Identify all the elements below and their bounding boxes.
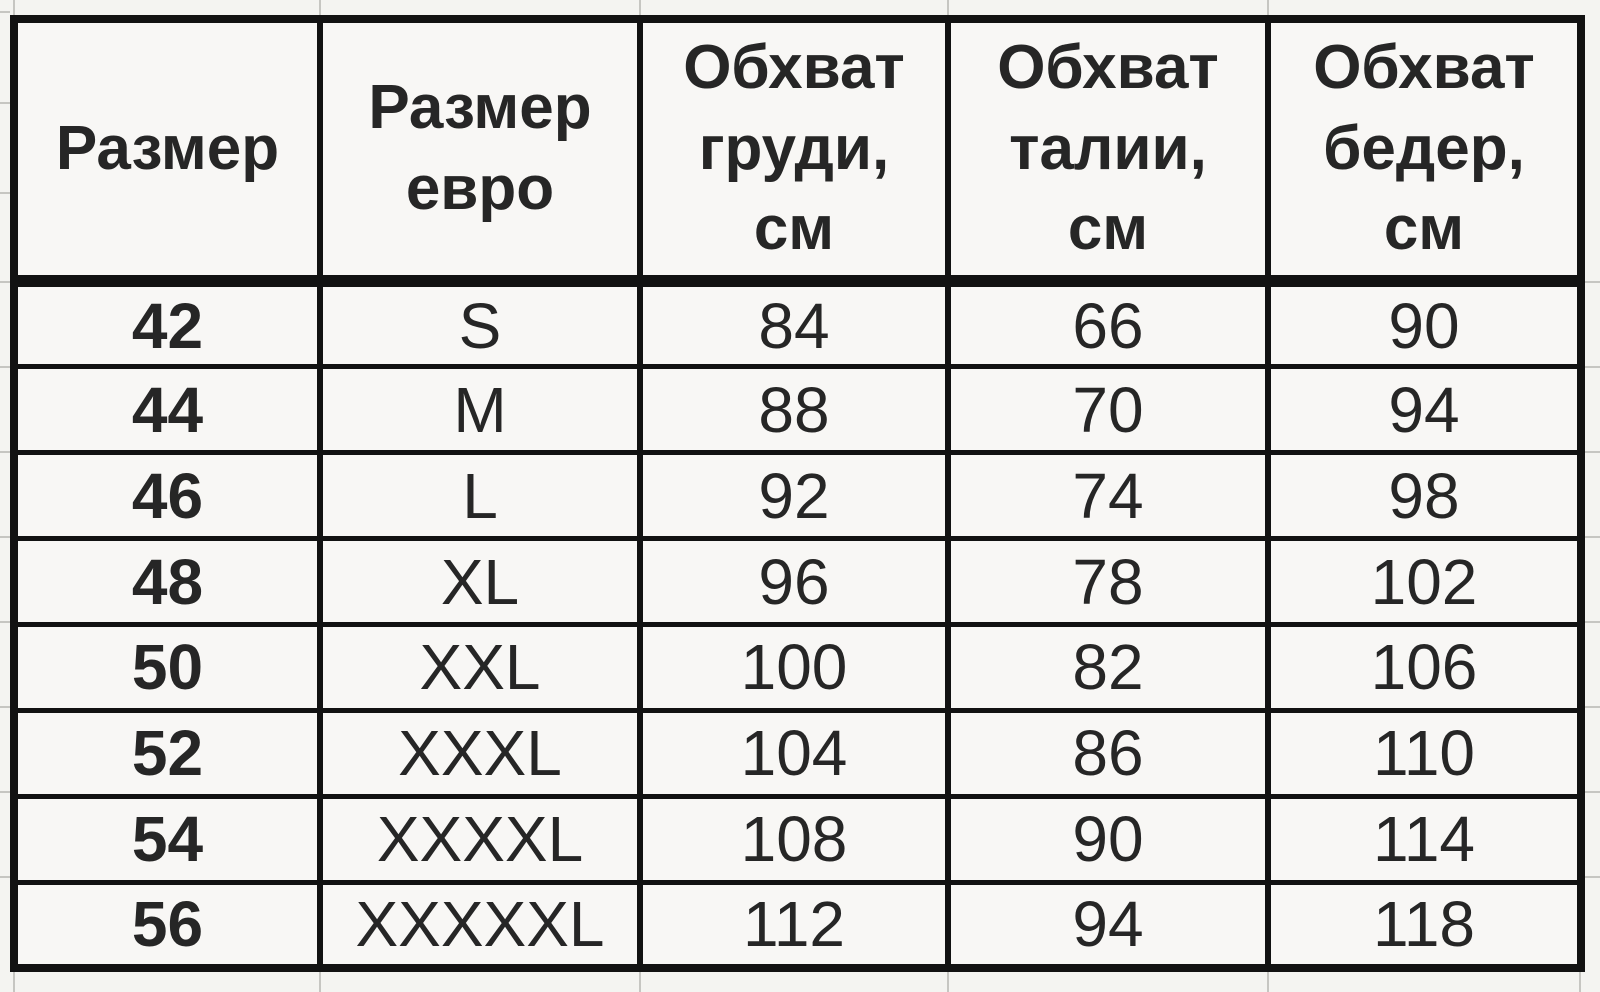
gridline-stub — [1585, 706, 1600, 708]
gridline-stub — [947, 0, 949, 15]
table-row: 48 XL 96 78 102 — [11, 536, 1584, 627]
size-chart-table: Размер Размер евро Обхват груди, см Обхв… — [10, 15, 1585, 972]
cell-waist: 70 — [945, 364, 1271, 456]
cell-hips: 106 — [1265, 622, 1584, 713]
cell-size-euro: XXXXXL — [317, 879, 643, 971]
cell-size: 46 — [11, 450, 323, 542]
cell-size-euro: M — [317, 364, 643, 456]
cell-chest: 108 — [637, 793, 951, 885]
cell-waist: 66 — [945, 278, 1271, 370]
cell-waist: 94 — [945, 879, 1271, 971]
gridline-stub — [13, 972, 15, 992]
cell-chest: 112 — [637, 879, 951, 971]
gridline-stub — [1585, 621, 1600, 623]
cell-size-euro: XL — [317, 536, 643, 627]
gridline-stub — [1585, 451, 1600, 453]
cell-size-euro: XXXL — [317, 707, 643, 799]
column-header-size: Размер — [11, 19, 323, 287]
column-header-waist-cm: Обхват талии, см — [945, 19, 1271, 287]
gridline-stub — [0, 366, 10, 368]
table-row: 56 XXXXXL 112 94 118 — [11, 879, 1584, 971]
cell-hips: 98 — [1265, 450, 1584, 542]
gridline-stub — [319, 972, 321, 992]
cell-size: 42 — [11, 278, 323, 370]
gridline-stub — [639, 0, 641, 15]
cell-chest: 100 — [637, 622, 951, 713]
table-row: 54 XXXXL 108 90 114 — [11, 793, 1584, 885]
gridline-stub — [0, 11, 10, 13]
cell-waist: 82 — [945, 622, 1271, 713]
gridline-stub — [319, 0, 321, 15]
cell-size: 44 — [11, 364, 323, 456]
cell-size: 56 — [11, 879, 323, 971]
cell-chest: 104 — [637, 707, 951, 799]
gridline-stub — [1579, 972, 1581, 992]
cell-size-euro: S — [317, 278, 643, 370]
cell-size: 54 — [11, 793, 323, 885]
table-row: 52 XXXL 104 86 110 — [11, 707, 1584, 799]
cell-hips: 90 — [1265, 278, 1584, 370]
gridline-stub — [0, 876, 10, 878]
gridline-stub — [0, 536, 10, 538]
column-header-hips-cm: Обхват бедер, см — [1265, 19, 1584, 287]
gridline-stub — [1585, 876, 1600, 878]
cell-hips: 110 — [1265, 707, 1584, 799]
cell-hips: 118 — [1265, 879, 1584, 971]
column-header-chest-cm: Обхват груди, см — [637, 19, 951, 287]
column-header-size-euro: Размер евро — [317, 19, 643, 287]
gridline-stub — [1585, 536, 1600, 538]
cell-waist: 78 — [945, 536, 1271, 627]
table-row: 50 XXL 100 82 106 — [11, 622, 1584, 713]
gridline-stub — [0, 621, 10, 623]
cell-chest: 84 — [637, 278, 951, 370]
gridline-stub — [1267, 972, 1269, 992]
gridline-stub — [0, 192, 10, 194]
gridline-stub — [0, 102, 10, 104]
gridline-stub — [1585, 281, 1600, 283]
table-header-row: Размер Размер евро Обхват груди, см Обхв… — [11, 19, 1584, 287]
gridline-stub — [1585, 366, 1600, 368]
cell-hips: 102 — [1265, 536, 1584, 627]
gridline-stub — [1585, 791, 1600, 793]
cell-size-euro: L — [317, 450, 643, 542]
cell-chest: 88 — [637, 364, 951, 456]
cell-waist: 90 — [945, 793, 1271, 885]
gridline-stub — [639, 972, 641, 992]
cell-waist: 86 — [945, 707, 1271, 799]
gridline-stub — [0, 281, 10, 283]
cell-size-euro: XXL — [317, 622, 643, 713]
cell-size: 50 — [11, 622, 323, 713]
table-row: 42 S 84 66 90 — [11, 278, 1584, 370]
gridline-stub — [1267, 0, 1269, 15]
gridline-stub — [13, 0, 15, 15]
cell-chest: 92 — [637, 450, 951, 542]
table-row: 44 M 88 70 94 — [11, 364, 1584, 456]
cell-waist: 74 — [945, 450, 1271, 542]
table-row: 46 L 92 74 98 — [11, 450, 1584, 542]
gridline-stub — [0, 451, 10, 453]
cell-chest: 96 — [637, 536, 951, 627]
cell-hips: 94 — [1265, 364, 1584, 456]
gridline-stub — [0, 791, 10, 793]
gridline-stub — [947, 972, 949, 992]
cell-size: 48 — [11, 536, 323, 627]
cell-size: 52 — [11, 707, 323, 799]
cell-hips: 114 — [1265, 793, 1584, 885]
gridline-stub — [0, 706, 10, 708]
cell-size-euro: XXXXL — [317, 793, 643, 885]
